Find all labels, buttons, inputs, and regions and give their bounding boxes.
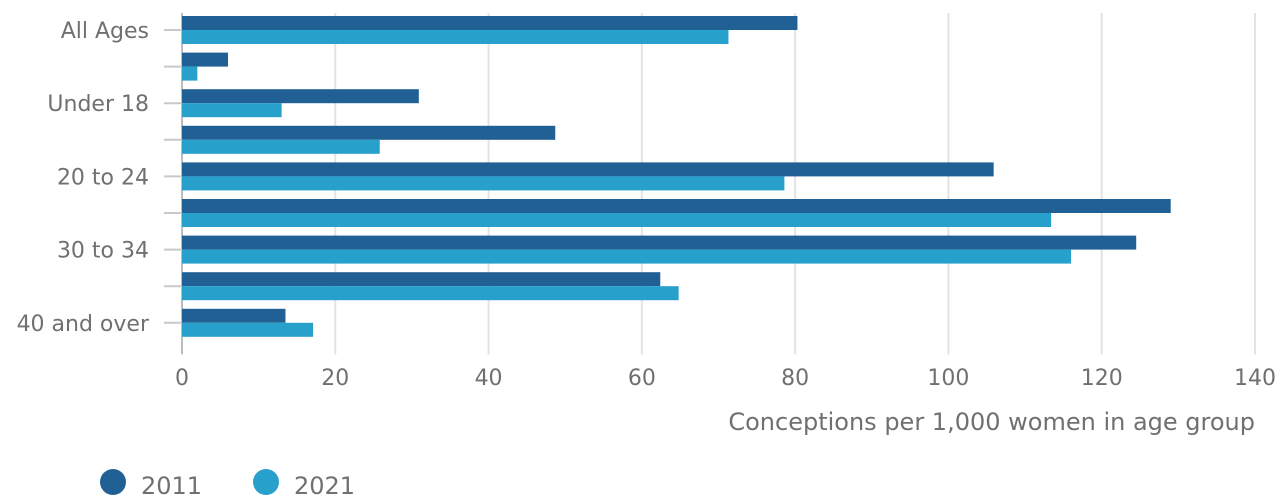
bar-2011 [182,272,661,287]
legend-swatch-2011 [100,469,126,495]
bar-2011 [182,235,1137,250]
x-tick-label: 0 [175,366,189,391]
x-tick-label: 120 [1081,366,1123,391]
x-axis-title: Conceptions per 1,000 women in age group [728,408,1255,436]
x-tick-label: 80 [781,366,809,391]
y-axis: All Ages Under 18 20 to 24 30 to 34 40 and o… [17,19,182,337]
y-tick-label: All Ages [61,19,149,44]
bar-2021 [182,322,314,337]
legend-swatch-2021 [253,469,279,495]
bar-2011 [182,162,994,177]
bars [182,16,1171,337]
legend: 2011 2021 [100,469,355,499]
bar-2021 [182,30,729,44]
x-tick-label: 20 [321,366,349,391]
bar-2011 [182,308,286,323]
x-tick-label: 140 [1234,366,1276,391]
bar-2011 [182,199,1171,213]
y-tick-label: 20 to 24 [57,165,149,190]
y-tick-label: 40 and over [17,312,150,337]
y-tick-label: Under 18 [47,92,149,117]
bar-2021 [182,213,1052,227]
legend-label-2021: 2021 [294,472,355,495]
bar-2011 [182,16,798,30]
bar-2021 [182,139,380,154]
bar-2021 [182,103,282,118]
x-tick-label: 100 [927,366,969,391]
bar-2021 [182,249,1072,264]
bar-2011 [182,89,419,104]
bar-2021 [182,286,679,301]
bar-2021 [182,176,785,191]
x-tick-label: 40 [475,366,503,391]
x-axis: 0 20 40 60 80 100 120 140 [175,366,1276,391]
bar-2011 [182,125,556,140]
x-tick-label: 60 [628,366,656,391]
bar-2021 [182,66,198,81]
legend-label-2011: 2011 [141,472,202,495]
bar-2011 [182,52,228,67]
y-tick-label: 30 to 34 [57,239,149,264]
